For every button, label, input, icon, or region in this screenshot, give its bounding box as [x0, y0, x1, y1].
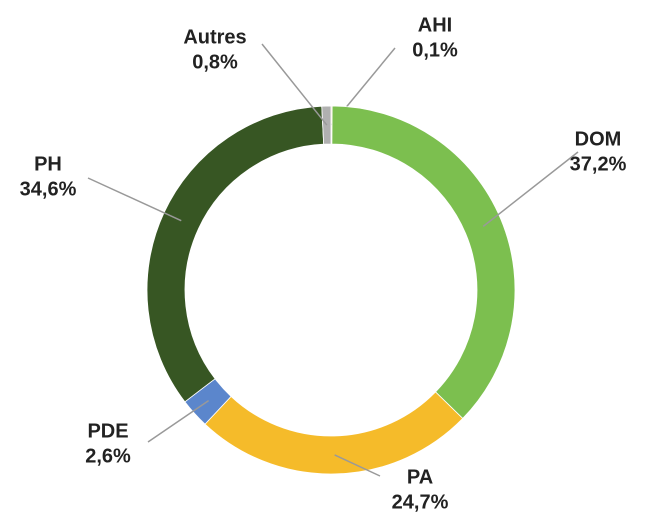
value-label: 2,6% — [85, 445, 131, 467]
leader-line — [482, 151, 579, 227]
leader-line — [334, 454, 381, 477]
donut-segment — [146, 105, 325, 403]
category-label: Autres — [183, 26, 246, 48]
donut-segment — [331, 105, 516, 420]
category-label: PH — [34, 153, 62, 175]
value-label: 24,7% — [392, 491, 449, 513]
category-label: DOM — [575, 128, 622, 150]
leader-line — [147, 400, 210, 443]
category-label: PDE — [87, 420, 128, 442]
value-label: 37,2% — [570, 153, 627, 175]
leader-line — [261, 43, 328, 126]
leader-line — [87, 177, 182, 222]
value-label: 0,8% — [192, 51, 238, 73]
value-label: 0,1% — [412, 39, 458, 61]
value-label: 34,6% — [20, 178, 77, 200]
category-label: PA — [407, 466, 433, 488]
category-label: AHI — [418, 14, 452, 36]
donut-segment — [204, 391, 464, 475]
